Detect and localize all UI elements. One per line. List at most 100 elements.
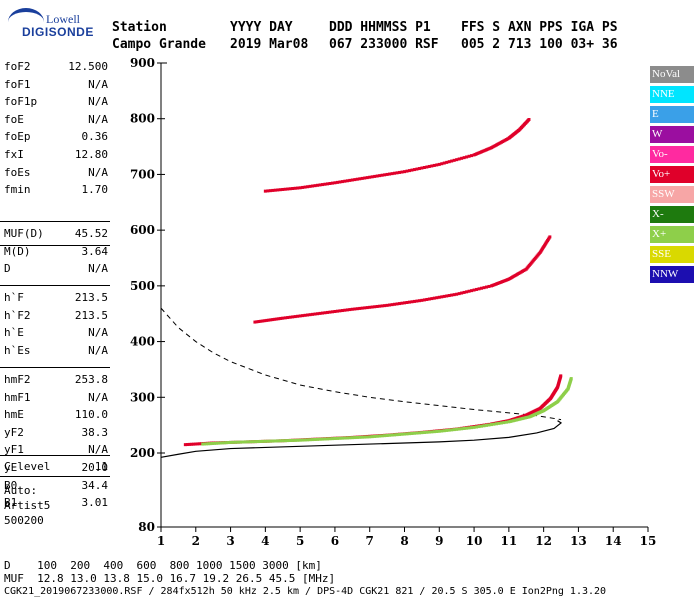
muf-curve <box>160 307 562 421</box>
echo-point-second-hop <box>398 302 402 306</box>
echo-point-second-hop <box>330 310 334 314</box>
echo-point-second-hop <box>298 314 302 318</box>
echo-point-x- <box>450 428 454 432</box>
echo-point-x- <box>457 427 461 431</box>
echo-point-x- <box>403 432 406 436</box>
echo-point-second-hop <box>412 299 416 303</box>
echo-point-x- <box>330 437 334 441</box>
param-value: 34.4 <box>81 478 109 492</box>
param-name: fmin <box>4 183 31 197</box>
echo-point-third-hop <box>405 169 409 173</box>
echo-point-third-hop <box>358 177 362 181</box>
echo-point-second-hop <box>403 301 406 305</box>
echo-point-x- <box>311 438 315 442</box>
echo-point-second-hop <box>432 296 436 300</box>
param-row: yE 20.0 <box>4 461 108 481</box>
echo-point-second-hop <box>455 292 459 296</box>
echo-point-x- <box>427 430 431 434</box>
echo-point-second-hop <box>388 303 392 307</box>
echo-point-x- <box>487 423 491 427</box>
param-name: D <box>4 262 11 276</box>
echo-point-second-hop <box>487 284 491 288</box>
param-value: 3.01 <box>81 496 109 510</box>
echo-point-second-hop <box>269 318 273 322</box>
echo-point-second-hop <box>313 312 317 316</box>
legend-item-e: E <box>650 106 694 123</box>
param-name: foF1p <box>4 95 38 109</box>
echo-point-second-hop <box>450 293 454 297</box>
echo-point-x- <box>465 426 469 430</box>
echo-point-third-hop <box>435 163 439 167</box>
echo-point-third-hop <box>291 187 295 191</box>
echo-point-third-hop <box>380 173 384 177</box>
echo-point-x- <box>335 436 339 440</box>
echo-point-x- <box>445 428 449 432</box>
param-value: 12.80 <box>74 148 108 161</box>
echo-point-x- <box>286 439 290 443</box>
echo-point-x- <box>442 429 446 433</box>
param-value: 12.500 <box>68 60 108 73</box>
echo-point-x- <box>227 441 231 445</box>
echo-point-third-hop <box>271 188 275 192</box>
echo-point-third-hop <box>328 182 332 186</box>
legend-item-sse: SSE <box>650 246 694 263</box>
echo-point-third-hop <box>348 178 352 182</box>
param-row: h`F 213.5 <box>4 291 108 311</box>
echo-point-second-hop <box>472 288 476 292</box>
y-tick-label: 600 <box>130 223 155 237</box>
echo-point-second-hop <box>288 315 292 319</box>
echo-point-x- <box>388 433 392 437</box>
echo-point-x- <box>355 435 359 439</box>
param-row: h`F2 213.5 <box>4 309 108 329</box>
echo-point-x- <box>211 441 215 445</box>
echo-point-third-hop <box>360 176 364 180</box>
echo-point-x- <box>215 441 219 445</box>
param-value: 110.0 <box>74 408 108 422</box>
echo-point-second-hop <box>303 313 307 317</box>
echo-point-third-hop <box>450 159 454 163</box>
echo-point-x- <box>261 439 265 443</box>
echo-point-x- <box>281 439 285 443</box>
echo-point-x- <box>321 437 325 441</box>
echo-point-second-hop <box>275 317 279 321</box>
echo-point-x- <box>268 439 272 443</box>
echo-point-third-hop <box>430 164 434 168</box>
echo-point-second-hop <box>338 309 342 313</box>
param-name: h`Es <box>4 343 31 357</box>
echo-point-third-hop <box>343 179 347 183</box>
echo-point-second-hop <box>482 286 486 290</box>
echo-point-third-hop <box>440 162 444 166</box>
echo-point-second-hop <box>462 290 466 294</box>
echo-point-vo- <box>189 442 193 446</box>
echo-point-x- <box>437 429 441 433</box>
echo-point-second-hop <box>301 314 305 318</box>
echo-point-x- <box>231 440 235 444</box>
echo-point-third-hop <box>400 170 404 174</box>
logo-digisonde-text: DIGISONDE <box>22 25 94 39</box>
echo-point-second-hop <box>363 306 367 310</box>
legend-item-x: X- <box>650 206 694 223</box>
echo-point-second-hop <box>417 299 421 303</box>
echo-point-vo- <box>195 442 199 446</box>
x-tick-label: 10 <box>466 534 483 548</box>
param-row: B0 34.4 <box>4 479 108 499</box>
echo-point-third-hop <box>465 155 469 159</box>
echo-point-x- <box>405 432 409 436</box>
header-config-value: 005 2 713 100 03+ 36 <box>461 37 618 52</box>
echo-point-x- <box>395 433 399 437</box>
echo-point-x- <box>435 429 439 433</box>
panel-divider <box>0 221 110 222</box>
echo-point-x- <box>417 431 421 435</box>
param-value: N/A <box>88 443 108 457</box>
echo-point-third-hop <box>412 168 416 172</box>
echo-point-third-hop <box>447 160 451 164</box>
echo-point-x- <box>383 434 387 438</box>
header-date-label: YYYY DAY <box>230 20 293 35</box>
echo-point-third-hop <box>273 188 277 192</box>
echo-point-x- <box>306 438 310 442</box>
echo-point-x- <box>205 442 209 446</box>
echo-point-x- <box>296 438 300 442</box>
echo-point-x- <box>432 430 436 434</box>
x-tick-label: 14 <box>605 534 622 548</box>
echo-point-second-hop <box>405 300 409 304</box>
